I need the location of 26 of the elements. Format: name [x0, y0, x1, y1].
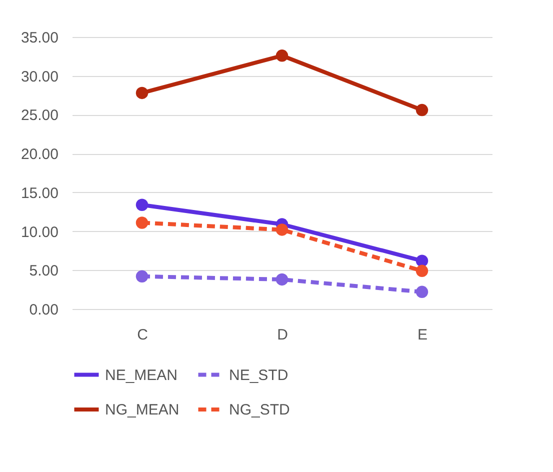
legend-label: NE_STD — [229, 366, 288, 384]
point — [276, 50, 288, 62]
y-tick-label: 5.00 — [29, 262, 58, 280]
point — [416, 286, 428, 298]
x-tick-label: C — [137, 326, 148, 344]
y-tick-label: 35.00 — [20, 30, 58, 46]
point — [416, 254, 428, 267]
legend-label: NG_STD — [229, 402, 290, 418]
point — [136, 270, 148, 282]
legend-label: NE_MEAN — [105, 366, 178, 384]
point — [276, 273, 288, 286]
point — [136, 86, 148, 100]
y-tick-label: 15.00 — [20, 184, 58, 202]
x-tick-label: D — [277, 326, 288, 344]
point — [416, 104, 428, 116]
y-tick-label: 30.00 — [20, 68, 58, 86]
point — [136, 198, 148, 211]
x-tick-label: E — [417, 326, 428, 344]
y-tick-label: 10.00 — [20, 224, 58, 241]
point — [276, 224, 288, 236]
y-tick-label: 0.00 — [29, 302, 58, 318]
legend-label: NG_MEAN — [105, 402, 180, 418]
y-tick-label: 20.00 — [20, 146, 58, 164]
point — [136, 216, 148, 229]
y-tick-label: 25.00 — [20, 107, 58, 124]
point — [416, 264, 428, 278]
